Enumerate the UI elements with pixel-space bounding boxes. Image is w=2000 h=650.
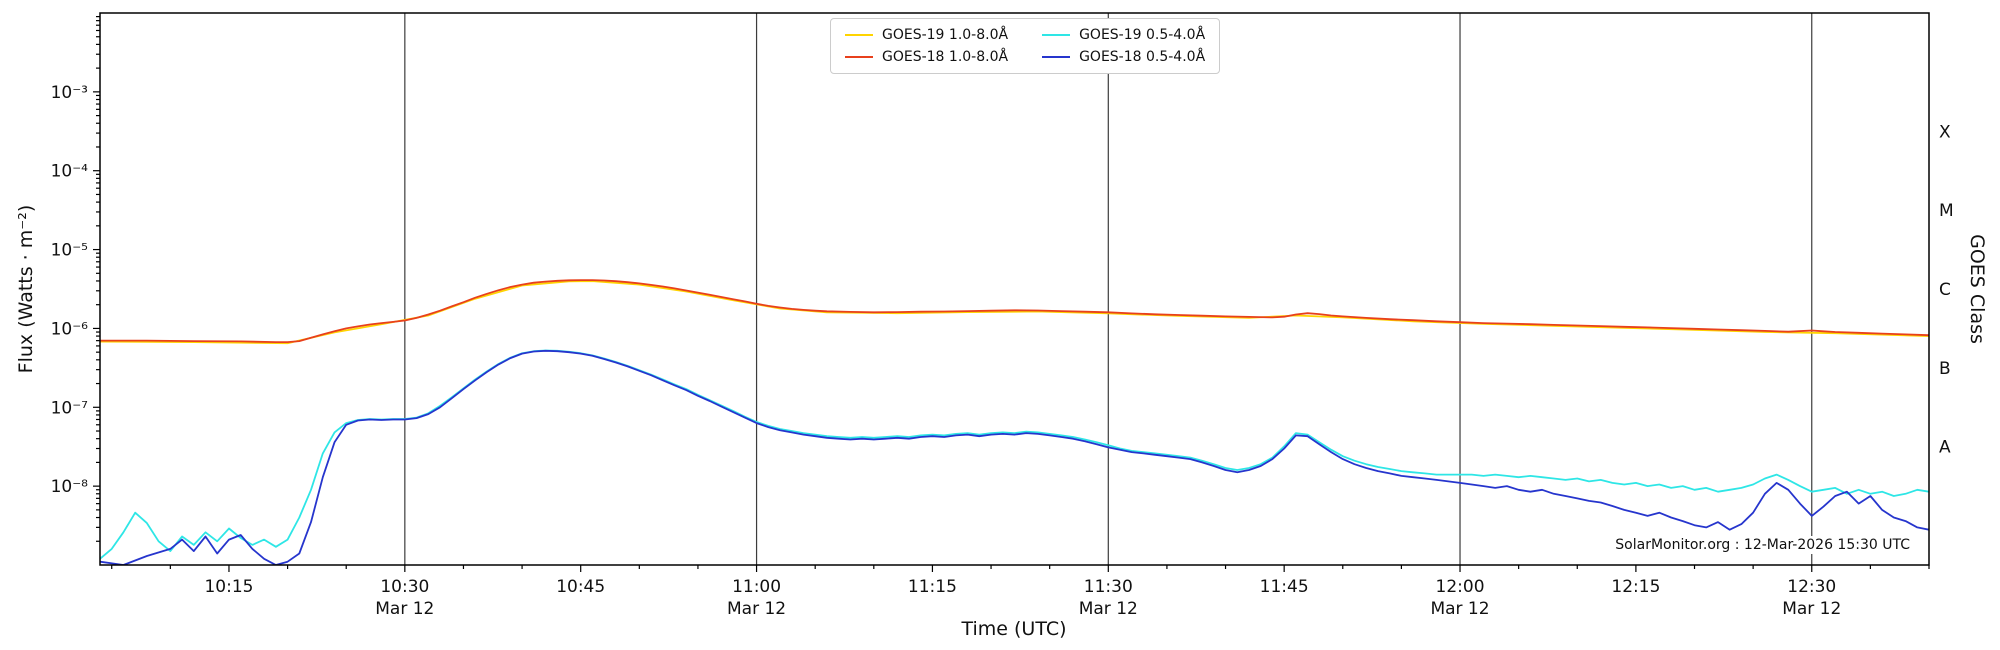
x-tick-label: 11:30 xyxy=(1084,577,1133,597)
x-date-label: Mar 12 xyxy=(1079,599,1138,619)
legend: GOES-19 1.0-8.0Å GOES-18 1.0-8.0Å GOES-1… xyxy=(830,18,1221,74)
legend-item-goes18-long: GOES-18 1.0-8.0Å xyxy=(845,49,1008,65)
legend-swatch-goes18-short-icon xyxy=(1042,56,1071,58)
y-tick-label: 10⁻³ xyxy=(51,83,88,103)
goes-class-tick-label: A xyxy=(1939,438,1951,458)
legend-column-1: GOES-19 1.0-8.0Å GOES-18 1.0-8.0Å xyxy=(845,27,1008,65)
y-tick-label: 10⁻⁴ xyxy=(51,162,89,182)
legend-swatch-goes18-long-icon xyxy=(845,56,873,58)
y-tick-label: 10⁻⁸ xyxy=(51,477,89,497)
plot-border xyxy=(99,12,1930,566)
legend-label-goes19-short: GOES-19 0.5-4.0Å xyxy=(1079,27,1206,43)
watermark-text: SolarMonitor.org : 12-Mar-2026 15:30 UTC xyxy=(1611,536,1914,554)
legend-column-2: GOES-19 0.5-4.0Å GOES-18 0.5-4.0Å xyxy=(1042,27,1205,65)
vertical-gridlines xyxy=(404,13,1813,565)
series-line-goes19-long xyxy=(100,280,1929,345)
x-date-label: Mar 12 xyxy=(1782,599,1841,619)
goes-class-tick-label: B xyxy=(1939,359,1951,379)
x-axis-label-time: Time (UTC) xyxy=(961,618,1067,640)
axis-ticks xyxy=(93,16,1930,572)
x-tick-label: 12:30 xyxy=(1787,577,1836,597)
y-tick-label: 10⁻⁷ xyxy=(51,398,89,418)
series-lines xyxy=(100,279,1929,565)
goes-class-tick-label: M xyxy=(1939,201,1954,221)
series-line-goes19-short xyxy=(100,349,1929,560)
x-tick-label: 11:45 xyxy=(1260,577,1309,597)
y-axis-label-goes-class: GOES Class xyxy=(1966,234,1988,344)
legend-label-goes18-short: GOES-18 0.5-4.0Å xyxy=(1079,49,1206,65)
axis-tick-labels: 10:15 10:30 10:45 11:00 11:15 11:30 11:45 12:00… xyxy=(51,83,1954,619)
x-tick-label: 12:15 xyxy=(1611,577,1660,597)
goes-class-tick-label: X xyxy=(1939,122,1951,142)
series-line-goes18-long xyxy=(100,279,1929,343)
legend-label-goes19-long: GOES-19 1.0-8.0Å xyxy=(882,27,1009,43)
x-tick-label: 10:30 xyxy=(380,577,429,597)
x-tick-label: 10:45 xyxy=(556,577,605,597)
x-date-label: Mar 12 xyxy=(727,599,786,619)
x-tick-label: 11:00 xyxy=(732,577,781,597)
x-tick-label: 12:00 xyxy=(1436,577,1485,597)
legend-label-goes18-long: GOES-18 1.0-8.0Å xyxy=(882,49,1009,65)
x-tick-label: 10:15 xyxy=(204,577,253,597)
legend-item-goes19-short: GOES-19 0.5-4.0Å xyxy=(1042,27,1205,43)
goes-class-tick-label: C xyxy=(1939,280,1951,300)
y-axis-label-flux: Flux (Watts · m⁻²) xyxy=(15,204,37,374)
x-date-label: Mar 12 xyxy=(1430,599,1489,619)
legend-item-goes18-short: GOES-18 0.5-4.0Å xyxy=(1042,49,1205,65)
legend-swatch-goes19-short-icon xyxy=(1042,34,1071,36)
legend-swatch-goes19-long-icon xyxy=(845,34,873,36)
y-tick-label: 10⁻⁵ xyxy=(51,241,88,261)
legend-item-goes19-long: GOES-19 1.0-8.0Å xyxy=(845,27,1008,43)
series-line-goes18-short xyxy=(100,349,1929,565)
x-date-label: Mar 12 xyxy=(375,599,434,619)
x-tick-label: 11:15 xyxy=(908,577,957,597)
y-tick-label: 10⁻⁶ xyxy=(51,319,89,339)
